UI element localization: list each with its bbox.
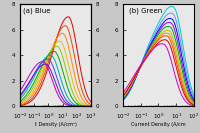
X-axis label: t Density (A/cm²): t Density (A/cm²) [35, 122, 76, 127]
X-axis label: Current Density (A/cm: Current Density (A/cm [131, 122, 186, 127]
Text: (b) Green: (b) Green [129, 7, 162, 14]
Text: (a) Blue: (a) Blue [23, 7, 50, 14]
